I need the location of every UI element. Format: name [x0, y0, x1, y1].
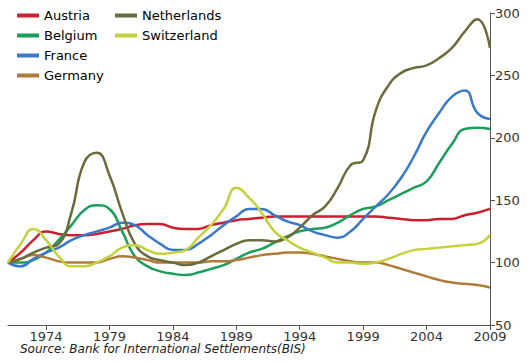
svg-text:Austria: Austria — [44, 8, 90, 23]
svg-text:250: 250 — [495, 68, 520, 83]
svg-text:Source: Bank for International: Source: Bank for International Settlemen… — [20, 342, 306, 356]
svg-text:Germany: Germany — [44, 68, 104, 83]
svg-text:Switzerland: Switzerland — [142, 28, 218, 43]
svg-text:100: 100 — [495, 255, 520, 270]
svg-text:150: 150 — [495, 193, 520, 208]
svg-text:1999: 1999 — [347, 329, 380, 344]
svg-text:1984: 1984 — [156, 329, 190, 344]
svg-text:1989: 1989 — [219, 329, 253, 344]
svg-text:1974: 1974 — [29, 329, 63, 344]
svg-text:1979: 1979 — [92, 329, 126, 344]
svg-text:2009: 2009 — [473, 329, 506, 344]
svg-text:200: 200 — [495, 130, 520, 145]
svg-text:50: 50 — [495, 317, 512, 333]
svg-text:France: France — [44, 48, 87, 63]
svg-text:2004: 2004 — [410, 329, 443, 344]
svg-text:1994: 1994 — [283, 329, 317, 344]
svg-text:Belgium: Belgium — [44, 28, 97, 43]
svg-text:Netherlands: Netherlands — [142, 8, 221, 23]
svg-text:300: 300 — [495, 6, 520, 21]
